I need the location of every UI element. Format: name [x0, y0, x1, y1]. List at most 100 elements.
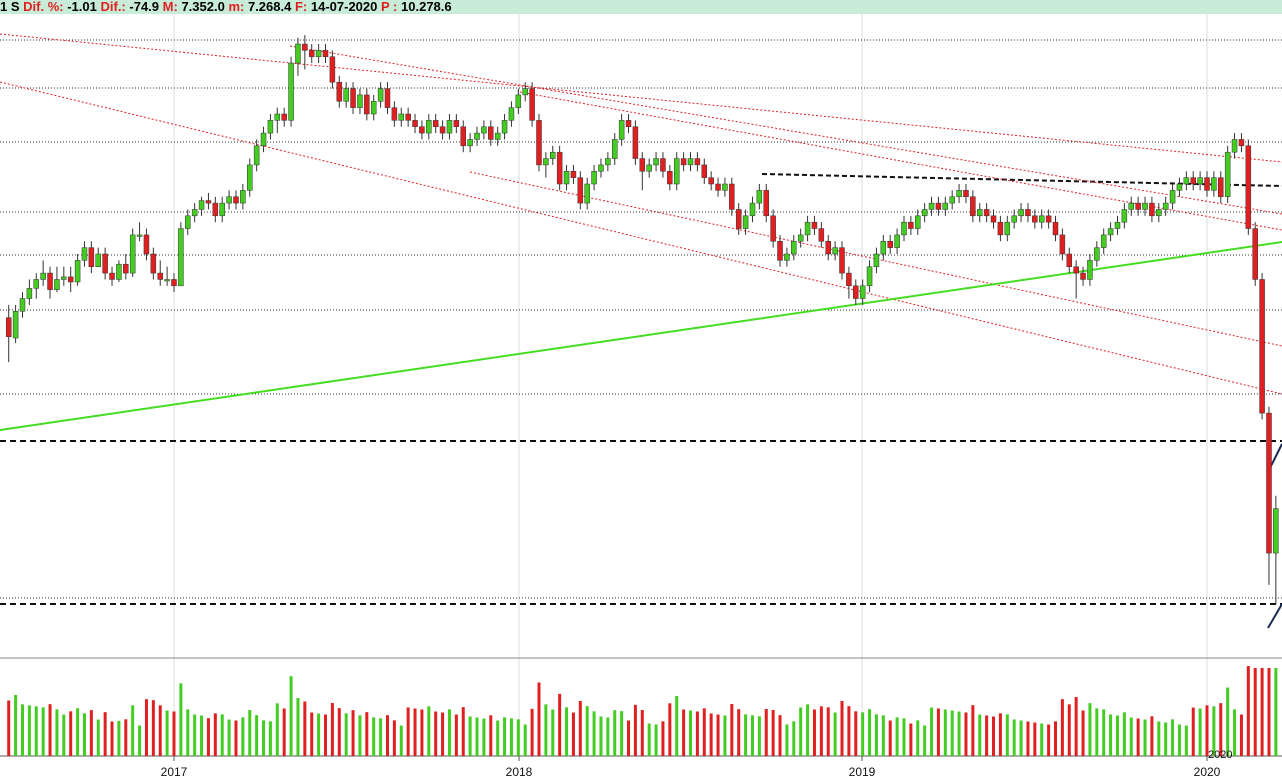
volume-bar: [599, 716, 603, 756]
red-trendline: [469, 171, 1282, 347]
candle-up: [343, 88, 349, 102]
candle-down: [308, 50, 315, 57]
volume-bar: [1143, 719, 1147, 756]
candle-up: [722, 183, 728, 191]
volume-bar: [950, 710, 954, 756]
candle-up: [129, 234, 136, 274]
candle-down: [419, 126, 425, 134]
volume-bar: [854, 711, 858, 756]
volume-bar: [179, 683, 183, 756]
volume-bar: [826, 707, 830, 756]
volume-bar: [144, 699, 148, 756]
candle-down: [983, 209, 990, 217]
volume-bar: [110, 721, 114, 756]
p-value: 10.278.6: [401, 0, 452, 14]
candle-up: [928, 202, 935, 210]
candle-down: [818, 228, 825, 242]
volume-inset-label: 2020: [1208, 749, 1232, 761]
volume-bar: [454, 714, 458, 756]
candle-up: [81, 247, 88, 261]
candle-down: [1073, 266, 1079, 274]
volume-bar: [585, 706, 589, 756]
candle-up: [550, 151, 556, 159]
candle-down: [536, 120, 542, 166]
candle-down: [667, 171, 673, 185]
candle-down: [1266, 412, 1272, 554]
candle-up: [1087, 260, 1093, 280]
volume-bar: [847, 706, 851, 756]
p-label: P :: [381, 0, 398, 14]
volume-bar: [158, 705, 162, 756]
volume-bar: [812, 709, 816, 756]
candle-up: [598, 164, 604, 172]
dif-pct-value: -1.01: [67, 0, 97, 14]
volume-bar: [193, 714, 197, 756]
volume-bar: [537, 682, 541, 756]
candle-up: [797, 234, 804, 242]
volume-bar: [1067, 704, 1071, 756]
volume-bar: [771, 710, 775, 756]
volume-bar: [895, 717, 899, 756]
volume-bar: [627, 720, 631, 756]
volume-bar: [1253, 668, 1257, 756]
candle-up: [474, 132, 480, 140]
volume-bar: [792, 721, 796, 756]
candle-up: [591, 171, 597, 185]
volume-bar: [930, 707, 934, 756]
candle-up: [832, 247, 838, 255]
volume-bar: [633, 704, 637, 756]
volume-bar: [1205, 705, 1209, 756]
candle-down: [825, 241, 831, 255]
volume-bar: [351, 710, 355, 756]
volume-bar: [62, 714, 66, 756]
volume-bar: [985, 715, 989, 756]
volume-bar: [1040, 723, 1044, 756]
volume-bar: [551, 709, 555, 756]
candle-down: [853, 285, 859, 299]
volume-bar: [441, 712, 445, 756]
volume-bar: [14, 695, 18, 756]
candle-up: [426, 120, 432, 134]
volume-bar: [138, 725, 142, 756]
volume-bar: [303, 701, 307, 756]
candle-down: [839, 247, 845, 274]
candle-up: [611, 139, 618, 159]
candle-down: [1080, 272, 1086, 280]
candle-down: [763, 190, 770, 217]
candle-up: [976, 209, 983, 217]
candle-down: [963, 190, 969, 197]
volume-bar: [427, 706, 431, 756]
volume-bar: [282, 708, 286, 756]
candle-up: [198, 200, 205, 210]
candle-up: [1169, 190, 1176, 204]
candle-up: [178, 228, 184, 287]
volume-bar: [1026, 721, 1030, 756]
candle-down: [846, 272, 852, 287]
trend-lines: [0, 33, 1282, 629]
candle-down: [432, 120, 439, 127]
candle-up: [859, 285, 866, 299]
candle-down: [412, 120, 418, 127]
candle-up: [370, 101, 377, 115]
volume-bar: [379, 718, 383, 756]
volume-bar: [654, 724, 658, 756]
volume-bar: [434, 711, 438, 756]
volume-bar: [1129, 717, 1133, 756]
candle-up: [260, 132, 267, 147]
volume-bar: [695, 711, 699, 756]
volume-bar: [702, 708, 706, 756]
volume-bar: [964, 712, 968, 756]
candle-down: [322, 50, 329, 57]
candle-down: [680, 158, 687, 166]
volume-bar: [861, 712, 865, 756]
volume-bar: [124, 719, 128, 756]
candle-up: [618, 120, 625, 140]
volume-bar: [1219, 703, 1223, 756]
volume-bar: [909, 723, 913, 756]
volume-bar: [1212, 706, 1216, 756]
candle-up: [191, 209, 198, 217]
candle-up: [1094, 247, 1100, 261]
volume-bar: [1274, 668, 1278, 756]
volume-bar: [20, 704, 24, 756]
candle-down: [1218, 177, 1224, 197]
